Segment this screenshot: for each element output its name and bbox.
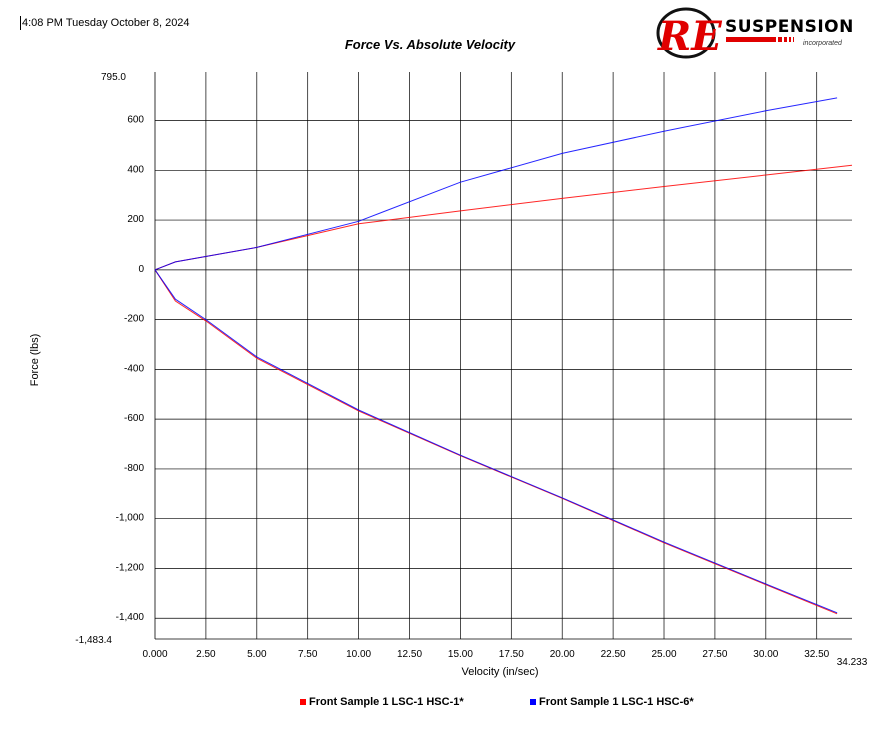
legend-swatch-red	[300, 699, 306, 705]
y-tick-label: 400	[127, 164, 144, 175]
y-tick-label: -600	[124, 413, 144, 424]
x-tick-label: 22.50	[601, 649, 626, 660]
x-axis-label: Velocity (in/sec)	[461, 666, 538, 678]
legend-label: Front Sample 1 LSC-1 HSC-1*	[309, 696, 464, 708]
timestamp: 4:08 PM Tuesday October 8, 2024	[20, 16, 190, 30]
y-tick-label: -400	[124, 363, 144, 374]
re-logo-mark: RE	[656, 7, 794, 60]
x-tick-label: 34.233	[837, 657, 868, 668]
y-tick-label: 600	[127, 115, 144, 126]
tick-labels: 0.000 2.50 5.00 7.50 10.00 12.50 15.00 17.50 20.…	[75, 72, 867, 668]
x-tick-label: 12.50	[397, 649, 422, 660]
x-tick-label: 30.00	[753, 649, 778, 660]
y-tick-label: -800	[124, 463, 144, 474]
series-line-2-rebound	[154, 97, 838, 271]
series-line-2-compression	[154, 269, 838, 614]
x-tick-label: 7.50	[298, 649, 318, 660]
x-tick-label: 17.50	[499, 649, 524, 660]
series-lines	[154, 97, 853, 615]
grid	[154, 72, 852, 640]
y-tick-label: -1,483.4	[75, 635, 112, 646]
x-tick-label: 32.50	[804, 649, 829, 660]
y-tick-label: 795.0	[101, 72, 126, 83]
y-tick-label: -1,000	[116, 513, 145, 524]
x-tick-label: 5.00	[247, 649, 267, 660]
y-axis-label: Force (lbs)	[29, 334, 41, 387]
x-tick-label: 0.000	[142, 649, 167, 660]
series-line-1-rebound	[154, 164, 853, 271]
logo-mark-text: RE	[657, 13, 722, 60]
y-tick-label: -1,400	[116, 612, 145, 623]
x-tick-label: 2.50	[196, 649, 216, 660]
legend-swatch-blue	[530, 699, 536, 705]
logo-word: SUSPENSION	[725, 17, 854, 37]
x-tick-label: 27.50	[702, 649, 727, 660]
logo-sub: incorporated	[803, 40, 842, 47]
legend-label: Front Sample 1 LSC-1 HSC-6*	[539, 696, 694, 708]
y-tick-label: -1,200	[116, 562, 145, 573]
y-tick-label: -200	[124, 314, 144, 325]
x-tick-label: 20.00	[550, 649, 575, 660]
series-line-1-compression	[154, 269, 838, 615]
y-tick-label: 0	[138, 264, 144, 275]
re-suspension-logo: RE SUSPENSION incorporated	[650, 6, 855, 62]
x-tick-label: 15.00	[448, 649, 473, 660]
y-tick-label: 200	[127, 214, 144, 225]
legend-item-hsc-1: Front Sample 1 LSC-1 HSC-1*	[300, 696, 464, 708]
legend-item-hsc-6: Front Sample 1 LSC-1 HSC-6*	[530, 696, 694, 708]
chart-title: Force Vs. Absolute Velocity	[344, 37, 516, 52]
x-tick-label: 10.00	[346, 649, 371, 660]
x-tick-label: 25.00	[651, 649, 676, 660]
